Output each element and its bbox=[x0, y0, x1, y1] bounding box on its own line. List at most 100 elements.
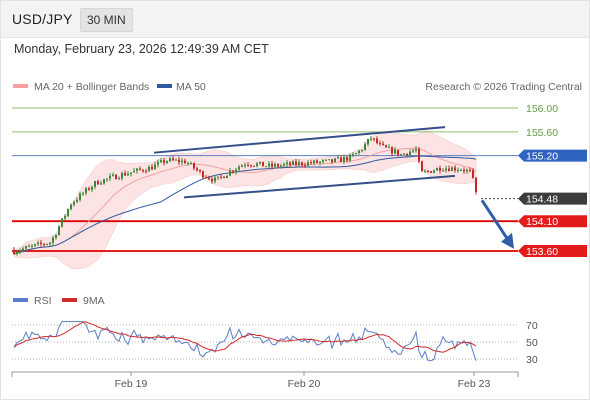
candle-22 bbox=[79, 191, 81, 202]
candle-18 bbox=[67, 208, 69, 218]
candle-body bbox=[85, 188, 87, 194]
candle-body bbox=[58, 226, 60, 236]
candle-body bbox=[25, 246, 27, 249]
candle-body bbox=[94, 181, 96, 187]
level-label-153.60: 153.60 bbox=[526, 246, 558, 258]
candle-36 bbox=[121, 171, 123, 181]
candle-143 bbox=[442, 168, 444, 172]
candle-body bbox=[430, 171, 432, 173]
candle-body bbox=[433, 170, 435, 173]
candle-114 bbox=[355, 152, 357, 155]
candle-body bbox=[379, 143, 381, 145]
candle-body bbox=[226, 175, 228, 179]
candle-body bbox=[364, 144, 366, 151]
candle-133 bbox=[412, 148, 414, 153]
candle-10 bbox=[43, 243, 45, 248]
candle-145 bbox=[448, 165, 450, 172]
candle-4 bbox=[25, 245, 27, 250]
candle-20 bbox=[73, 200, 75, 207]
candle-15 bbox=[58, 225, 60, 236]
candle-body bbox=[322, 160, 324, 162]
candle-109 bbox=[340, 155, 342, 162]
candle-body bbox=[376, 138, 378, 144]
candle-70 bbox=[223, 176, 225, 179]
interval-button[interactable]: 30 MIN bbox=[80, 8, 133, 32]
candle-60 bbox=[193, 162, 195, 171]
candle-body bbox=[130, 172, 132, 174]
candle-34 bbox=[115, 174, 117, 180]
candle-35 bbox=[118, 176, 120, 180]
candle-body bbox=[235, 169, 237, 172]
candle-5 bbox=[28, 244, 30, 248]
candle-body bbox=[142, 169, 144, 172]
candle-body bbox=[76, 199, 78, 202]
candle-142 bbox=[439, 165, 441, 174]
candle-61 bbox=[196, 166, 198, 172]
rsi-ma-line bbox=[13, 321, 477, 353]
candle-body bbox=[337, 157, 339, 159]
candle-67 bbox=[214, 175, 216, 184]
candle-body bbox=[310, 162, 312, 164]
candle-body bbox=[307, 162, 309, 166]
candle-body bbox=[295, 161, 297, 165]
forecast-arrow bbox=[480, 199, 514, 249]
candle-42 bbox=[139, 166, 141, 171]
candle-81 bbox=[256, 161, 258, 168]
candle-body bbox=[103, 179, 105, 184]
candle-body bbox=[34, 244, 36, 246]
candle-body bbox=[223, 176, 225, 179]
candle-body bbox=[472, 170, 474, 178]
candle-body bbox=[361, 150, 363, 152]
rsi-level-label-70: 70 bbox=[526, 320, 538, 332]
candle-100 bbox=[313, 159, 315, 166]
candle-body bbox=[82, 193, 84, 195]
rsi-line bbox=[13, 321, 477, 362]
candle-body bbox=[397, 149, 399, 156]
candle-body bbox=[457, 170, 459, 172]
candle-body bbox=[151, 166, 153, 170]
candle-31 bbox=[106, 178, 108, 182]
candle-body bbox=[49, 242, 51, 245]
candle-body bbox=[319, 161, 321, 163]
candle-43 bbox=[142, 169, 144, 173]
candle-123 bbox=[382, 141, 384, 146]
candle-51 bbox=[166, 160, 168, 165]
candle-body bbox=[241, 165, 243, 167]
candle-111 bbox=[346, 156, 348, 163]
candle-75 bbox=[238, 164, 240, 172]
candle-59 bbox=[190, 161, 192, 164]
candle-body bbox=[40, 242, 42, 245]
candle-body bbox=[415, 149, 417, 151]
candle-body bbox=[214, 177, 216, 182]
x-axis-ticks: Feb 19 Feb 20 Feb 23 bbox=[11, 372, 519, 390]
candle-body bbox=[157, 161, 159, 165]
candle-body bbox=[55, 235, 57, 238]
level-box-155.20 bbox=[518, 149, 587, 162]
candle-body bbox=[181, 160, 183, 163]
candle-body bbox=[232, 170, 234, 172]
candle-115 bbox=[358, 149, 360, 155]
candle-27 bbox=[94, 180, 96, 190]
candle-body bbox=[196, 168, 198, 171]
candle-55 bbox=[178, 156, 180, 166]
candle-98 bbox=[307, 160, 309, 168]
candle-body bbox=[391, 147, 393, 154]
candle-body bbox=[247, 164, 249, 166]
candle-body bbox=[70, 204, 72, 210]
candle-150 bbox=[463, 167, 465, 174]
candle-body bbox=[178, 159, 180, 163]
candle-122 bbox=[379, 140, 381, 146]
candle-79 bbox=[250, 164, 252, 168]
candle-body bbox=[193, 162, 195, 169]
candle-body bbox=[64, 215, 66, 219]
candle-body bbox=[454, 167, 456, 171]
candle-body bbox=[187, 163, 189, 165]
rsi-legend-swatch bbox=[13, 298, 28, 302]
candle-body bbox=[160, 160, 162, 162]
rsi-level-label-50: 50 bbox=[526, 337, 538, 349]
candle-body bbox=[466, 169, 468, 172]
candle-47 bbox=[154, 161, 156, 170]
candle-body bbox=[271, 163, 273, 167]
candle-body bbox=[217, 176, 219, 178]
candle-135 bbox=[418, 146, 420, 164]
